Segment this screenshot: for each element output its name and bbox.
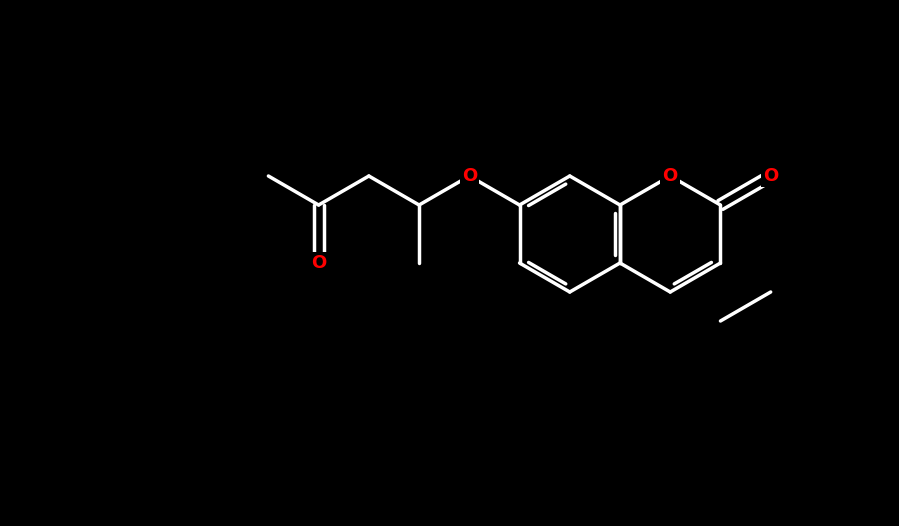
Text: O: O <box>462 167 477 185</box>
Text: O: O <box>311 254 326 272</box>
Text: O: O <box>763 167 779 185</box>
Text: O: O <box>663 167 678 185</box>
